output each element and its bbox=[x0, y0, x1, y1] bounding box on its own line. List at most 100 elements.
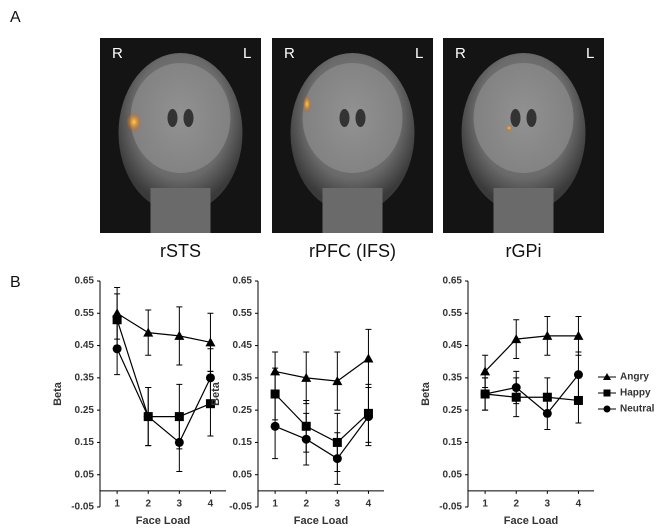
marker bbox=[573, 370, 583, 380]
orientation-left: R bbox=[112, 45, 123, 62]
marker bbox=[174, 330, 185, 340]
marker bbox=[511, 334, 522, 344]
marker bbox=[143, 327, 154, 337]
legend-label: Happy bbox=[620, 388, 651, 399]
legend-marker bbox=[603, 389, 611, 397]
activation bbox=[506, 125, 512, 131]
brain bbox=[130, 63, 231, 173]
y-tick-label: 0.45 bbox=[75, 340, 95, 351]
y-tick-label: 0.55 bbox=[443, 308, 463, 319]
series-line bbox=[484, 335, 579, 372]
marker bbox=[174, 437, 184, 447]
neck bbox=[493, 188, 554, 233]
x-tick-label: 3 bbox=[177, 498, 183, 509]
orientation-left: R bbox=[455, 45, 466, 62]
panel-label: A bbox=[10, 9, 21, 26]
marker bbox=[542, 408, 552, 418]
y-tick-label: 0.05 bbox=[443, 469, 463, 480]
orientation-right: L bbox=[586, 45, 594, 62]
marker bbox=[270, 421, 280, 431]
ventricle bbox=[355, 109, 366, 127]
x-tick-label: 2 bbox=[513, 498, 519, 509]
orientation-right: L bbox=[415, 45, 423, 62]
y-tick-label: -0.05 bbox=[71, 502, 94, 513]
marker bbox=[205, 373, 215, 383]
y-tick-label: 0.25 bbox=[233, 405, 253, 416]
neck bbox=[150, 188, 211, 233]
ventricle bbox=[510, 109, 521, 127]
marker bbox=[511, 383, 521, 393]
legend-label: Neutral bbox=[620, 404, 655, 415]
y-tick-label: 0.15 bbox=[233, 437, 253, 448]
series-line bbox=[116, 348, 211, 444]
y-tick-label: 0.35 bbox=[443, 372, 463, 383]
ventricle bbox=[526, 109, 537, 127]
x-axis-label: Face Load bbox=[294, 515, 348, 527]
ventricle bbox=[183, 109, 194, 127]
x-tick-label: 2 bbox=[145, 498, 151, 509]
x-axis-label: Face Load bbox=[504, 515, 558, 527]
y-tick-label: 0.35 bbox=[75, 372, 95, 383]
marker bbox=[363, 412, 373, 422]
y-tick-label: 0.15 bbox=[75, 437, 95, 448]
y-tick-label: -0.05 bbox=[229, 502, 252, 513]
legend-marker bbox=[603, 405, 611, 413]
legend-label: Angry bbox=[620, 372, 649, 383]
ventricle bbox=[339, 109, 350, 127]
marker bbox=[112, 315, 122, 325]
x-tick-label: 3 bbox=[335, 498, 341, 509]
y-axis-label: Beta bbox=[210, 381, 222, 406]
x-tick-label: 1 bbox=[272, 498, 278, 509]
panel-label: B bbox=[10, 274, 21, 291]
neck bbox=[322, 188, 383, 233]
x-axis-label: Face Load bbox=[136, 515, 190, 527]
y-axis-label: Beta bbox=[420, 381, 432, 406]
y-tick-label: 0.55 bbox=[233, 308, 253, 319]
x-tick-label: 1 bbox=[114, 498, 120, 509]
brain bbox=[473, 63, 574, 173]
image-caption: rGPi bbox=[506, 241, 542, 261]
y-tick-label: 0.65 bbox=[443, 276, 463, 287]
x-tick-label: 4 bbox=[366, 498, 372, 509]
marker bbox=[301, 372, 312, 382]
x-tick-label: 2 bbox=[303, 498, 309, 509]
y-tick-label: 0.05 bbox=[75, 469, 95, 480]
series-line bbox=[485, 393, 579, 402]
y-axis-label: Beta bbox=[52, 381, 64, 406]
y-tick-label: 0.45 bbox=[443, 340, 463, 351]
marker bbox=[573, 395, 583, 405]
y-tick-label: 0.65 bbox=[233, 276, 253, 287]
marker bbox=[205, 337, 216, 347]
activation bbox=[127, 113, 141, 131]
y-tick-label: 0.25 bbox=[443, 405, 463, 416]
image-caption: rSTS bbox=[160, 241, 201, 261]
marker bbox=[143, 412, 153, 422]
y-tick-label: -0.05 bbox=[439, 502, 462, 513]
y-tick-label: 0.25 bbox=[75, 405, 95, 416]
series-line bbox=[484, 374, 579, 415]
y-tick-label: 0.15 bbox=[443, 437, 463, 448]
image-caption: rPFC (IFS) bbox=[309, 241, 396, 261]
marker bbox=[332, 376, 343, 386]
legend-marker bbox=[603, 373, 611, 380]
orientation-left: R bbox=[284, 45, 295, 62]
marker bbox=[480, 366, 491, 376]
y-tick-label: 0.65 bbox=[75, 276, 95, 287]
x-tick-label: 3 bbox=[545, 498, 551, 509]
activation bbox=[303, 96, 311, 112]
series-line bbox=[274, 416, 369, 460]
x-tick-label: 1 bbox=[482, 498, 488, 509]
marker bbox=[332, 454, 342, 464]
marker bbox=[301, 434, 311, 444]
marker bbox=[480, 389, 490, 399]
ventricle bbox=[167, 109, 178, 127]
brain bbox=[302, 63, 403, 173]
marker bbox=[112, 344, 122, 354]
orientation-right: L bbox=[243, 45, 251, 62]
x-tick-label: 4 bbox=[576, 498, 582, 509]
y-tick-label: 0.05 bbox=[233, 469, 253, 480]
series-line bbox=[116, 312, 211, 343]
marker bbox=[573, 330, 584, 340]
series-line bbox=[274, 393, 369, 444]
